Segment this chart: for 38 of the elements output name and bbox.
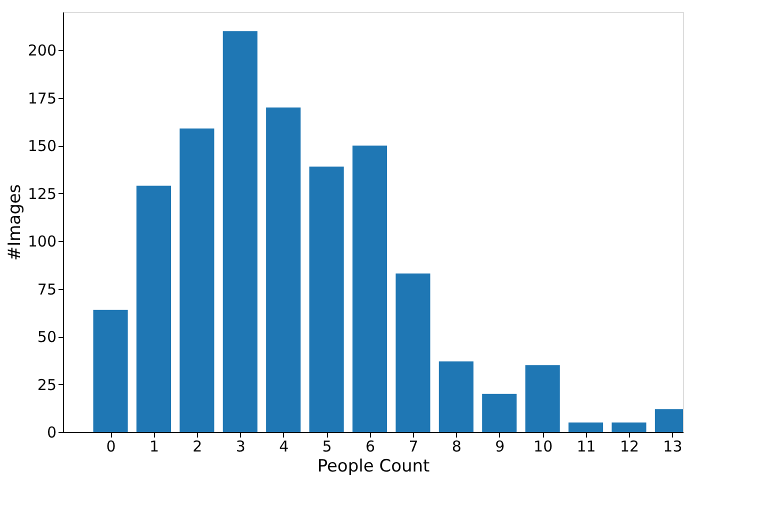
x-tick-label: 1	[149, 438, 160, 456]
x-tick-label: 9	[495, 438, 505, 456]
y-tick-label: 100	[28, 232, 56, 251]
y-tick-label: 50	[37, 328, 56, 346]
y-tick-label: 175	[28, 89, 56, 108]
bar	[266, 107, 301, 432]
y-tick-label: 200	[28, 42, 56, 60]
bar	[309, 166, 344, 432]
bar	[568, 422, 604, 432]
x-tick-label: 13	[663, 438, 682, 456]
x-axis-title: People Count	[317, 456, 430, 476]
y-tick-label: 125	[28, 184, 56, 203]
bar	[93, 310, 128, 432]
bar	[612, 422, 646, 432]
bar	[438, 361, 474, 432]
bar	[180, 128, 214, 432]
x-tick-label: 11	[576, 438, 596, 456]
x-tick-label: 5	[322, 438, 332, 456]
bar	[352, 146, 388, 432]
y-tick-label: 0	[46, 424, 56, 442]
x-tick-label: 8	[452, 438, 462, 456]
x-tick-label: 10	[534, 438, 553, 456]
x-tick-label: 4	[279, 438, 289, 456]
y-tick-label: 150	[28, 137, 56, 156]
bar	[136, 186, 172, 432]
bar	[396, 274, 430, 432]
bar	[222, 31, 258, 432]
bar	[525, 365, 560, 432]
x-tick-label: 6	[365, 438, 376, 456]
bar	[482, 394, 517, 432]
x-tick-label: 2	[192, 438, 202, 456]
y-tick-label: 25	[37, 376, 56, 394]
x-tick-label: 12	[620, 438, 640, 456]
x-tick-label: 0	[106, 438, 116, 456]
y-axis-title: #Images	[4, 184, 25, 261]
x-tick-label: 7	[408, 438, 418, 456]
x-tick-label: 3	[236, 438, 246, 456]
y-tick-label: 75	[37, 280, 56, 298]
